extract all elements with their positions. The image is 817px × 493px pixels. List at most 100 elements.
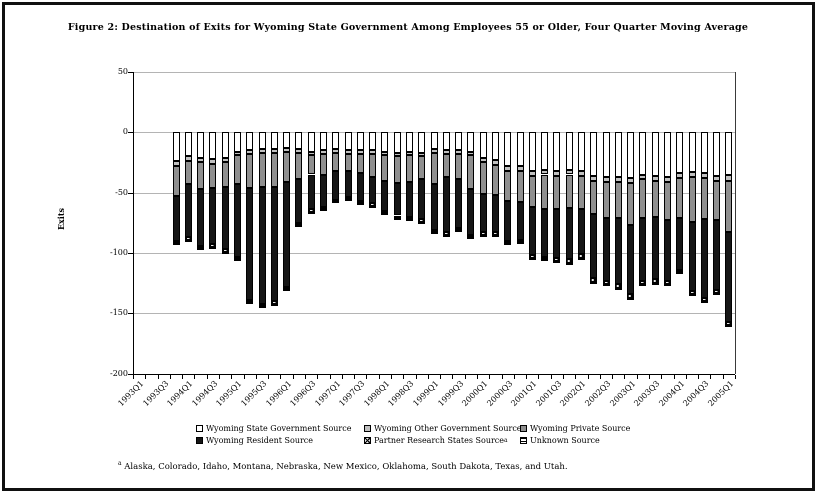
bar-segment-1994Q3-s3	[209, 187, 217, 245]
bar-segment-1999Q2-s5	[442, 234, 450, 237]
legend-swatch-icon	[520, 437, 527, 444]
bar-segment-1998Q3-s0	[405, 132, 413, 152]
bar-segment-1998Q4-s5	[418, 221, 426, 224]
bar-segment-2001Q1-s2	[528, 175, 536, 208]
bar-segment-2001Q4-s5	[565, 262, 573, 265]
x-axis-tick	[194, 374, 196, 379]
bar-segment-1995Q2-s3	[246, 187, 254, 300]
x-axis-tick	[219, 374, 220, 379]
bar-segment-1996Q2-s1	[295, 149, 303, 153]
bar-segment-1998Q1-s1	[381, 151, 389, 156]
bar-segment-2003Q3-s0	[651, 132, 659, 176]
legend-label: Wyoming Private Source	[530, 424, 631, 433]
x-axis-tick	[624, 374, 626, 379]
bar-segment-1995Q1-s5	[233, 258, 241, 261]
bar-segment-1996Q1-s1	[283, 147, 291, 152]
bar-segment-2002Q3-s2	[602, 181, 610, 218]
bar-segment-1998Q3-s2	[405, 155, 413, 182]
bar-segment-1996Q4-s2	[319, 154, 327, 175]
x-axis-tick	[636, 374, 638, 379]
bar-segment-1998Q1-s3	[381, 180, 389, 211]
bar-segment-2000Q4-s1	[516, 166, 524, 171]
y-axis-tick	[128, 192, 133, 194]
bar-segment-2000Q4-s0	[516, 132, 524, 167]
x-axis-tick	[464, 374, 466, 379]
bar-segment-2005Q1-s3	[725, 232, 733, 322]
bar-segment-1996Q1-s4	[283, 286, 291, 290]
bar-segment-1999Q2-s0	[442, 132, 450, 151]
bar-segment-1999Q1-s5	[430, 232, 438, 235]
legend-label: Unknown Source	[530, 436, 600, 445]
bar-segment-1995Q4-s4	[270, 301, 278, 304]
bar-segment-1996Q3-s1	[307, 151, 315, 156]
bar-segment-2005Q1-s1	[725, 174, 733, 181]
bar-segment-2002Q1-s4	[577, 254, 585, 258]
bar-segment-2000Q2-s5	[491, 234, 499, 237]
bar-segment-1994Q1-s0	[184, 132, 192, 157]
bar-segment-1994Q1-s2	[184, 161, 192, 185]
bar-segment-1997Q4-s4	[369, 203, 377, 206]
bar-segment-2001Q4-s0	[565, 132, 573, 170]
x-axis-tick	[673, 374, 675, 379]
bar-segment-1997Q4-s0	[369, 132, 377, 151]
bar-segment-1994Q1-s5	[184, 239, 192, 242]
bar-segment-1996Q2-s3	[295, 179, 303, 223]
x-axis-tick	[649, 374, 650, 379]
bar-segment-1996Q3-s3	[307, 174, 315, 210]
legend-label: Partner Research States Source	[374, 436, 505, 445]
bar-segment-2000Q2-s2	[491, 164, 499, 195]
x-axis-tick	[427, 374, 429, 379]
bar-segment-1996Q4-s0	[319, 132, 327, 151]
bar-segment-2003Q2-s5	[639, 284, 647, 287]
x-axis-tick	[489, 374, 491, 379]
x-axis-tick	[722, 374, 724, 379]
bar-segment-1996Q1-s2	[283, 151, 291, 182]
legend-label: Wyoming Resident Source	[206, 436, 314, 445]
x-axis-tick	[378, 374, 380, 379]
bar-segment-1999Q2-s2	[442, 154, 450, 177]
bar-segment-1997Q1-s3	[332, 170, 340, 200]
bar-segment-2004Q1-s5	[676, 272, 684, 275]
bar-segment-2004Q4-s2	[713, 180, 721, 221]
bar-segment-2002Q4-s4	[614, 284, 622, 288]
y-axis-label: Exits	[56, 207, 67, 231]
y-axis	[132, 72, 134, 378]
x-axis-tick	[710, 374, 712, 379]
bar-segment-2003Q4-s4	[663, 280, 671, 285]
bar-segment-1999Q4-s3	[467, 188, 475, 235]
x-axis-tick	[452, 374, 454, 379]
bar-segment-2004Q2-s3	[688, 221, 696, 292]
bar-segment-1998Q3-s1	[405, 151, 413, 156]
legend-swatch-icon	[196, 425, 203, 432]
bar-segment-2001Q1-s0	[528, 132, 536, 171]
plot-right-border	[734, 72, 736, 374]
bar-segment-2003Q2-s1	[639, 174, 647, 180]
x-axis-tick	[513, 374, 515, 379]
bar-segment-1998Q2-s5	[393, 217, 401, 220]
bar-segment-2004Q1-s0	[676, 132, 684, 174]
bar-segment-1997Q3-s0	[356, 132, 364, 151]
bar-segment-1999Q3-s1	[455, 150, 463, 154]
y-axis-tick	[128, 313, 133, 315]
bar-segment-1995Q2-s5	[246, 302, 254, 305]
x-axis-tick	[587, 374, 589, 379]
bar-segment-2003Q4-s0	[663, 132, 671, 177]
bar-segment-1999Q4-s4	[467, 234, 475, 238]
bar-segment-1995Q4-s5	[270, 303, 278, 306]
bar-segment-2003Q4-s3	[663, 220, 671, 281]
bar-segment-1994Q3-s2	[209, 163, 217, 188]
bar-segment-1999Q4-s0	[467, 132, 475, 152]
bar-segment-1999Q2-s1	[442, 150, 450, 154]
bar-segment-2000Q1-s3	[479, 193, 487, 233]
gridline	[133, 252, 735, 254]
bar-segment-2000Q3-s2	[504, 170, 512, 202]
bar-segment-2004Q1-s1	[676, 173, 684, 179]
bar-segment-1999Q4-s2	[467, 155, 475, 189]
bar-segment-1998Q1-s2	[381, 155, 389, 181]
bar-segment-2001Q1-s5	[528, 257, 536, 260]
bar-segment-1997Q2-s5	[344, 198, 352, 201]
bar-segment-2000Q1-s2	[479, 162, 487, 194]
y-axis-tick	[128, 132, 133, 134]
bar-segment-1997Q4-s2	[369, 154, 377, 177]
bar-segment-1996Q3-s0	[307, 132, 315, 152]
